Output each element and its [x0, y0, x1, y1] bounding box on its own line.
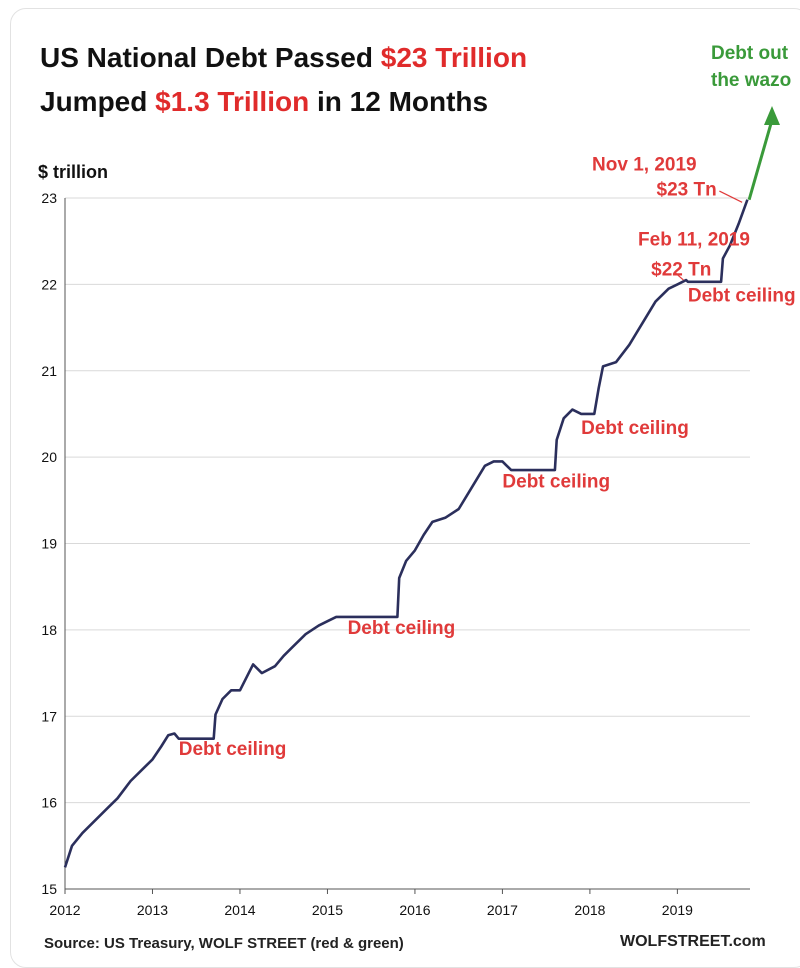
x-tick-label: 2016 — [399, 902, 430, 918]
milestone-annotation: Feb 11, 2019 — [638, 230, 750, 251]
x-tick-label: 2015 — [312, 902, 343, 918]
milestone-annotation: Nov 1, 2019 — [592, 154, 697, 175]
y-tick-label: 17 — [41, 708, 57, 724]
debt-series-line — [63, 199, 749, 868]
chart-title: US National Debt Passed $23 Trillion Jum… — [40, 36, 527, 124]
debt-ceiling-annotation: Debt ceiling — [581, 418, 689, 439]
title-line-1: US National Debt Passed $23 Trillion — [40, 36, 527, 80]
chart-card — [10, 8, 800, 968]
brand-label: WOLFSTREET.com — [620, 933, 766, 950]
y-tick-label: 20 — [41, 449, 57, 465]
y-tick-label: 15 — [41, 881, 57, 897]
title-highlight-23: $23 Trillion — [380, 42, 528, 73]
debt-ceiling-annotation: Debt ceiling — [179, 739, 287, 760]
x-tick-label: 2018 — [574, 902, 605, 918]
y-tick-label: 22 — [41, 276, 57, 292]
y-tick-label: 18 — [41, 622, 57, 638]
title-line-2-suffix: in 12 Months — [309, 86, 489, 117]
y-axis-unit-label: $ trillion — [38, 162, 109, 182]
y-tick-label: 16 — [41, 795, 57, 811]
leader-line — [675, 272, 684, 281]
green-annotation-line-1: Debt out — [711, 43, 789, 64]
x-tick-label: 2014 — [224, 902, 255, 918]
x-tick-label: 2017 — [487, 902, 518, 918]
milestone-annotation: $22 Tn — [651, 260, 711, 281]
debt-ceiling-annotation: Debt ceiling — [502, 471, 610, 492]
debt-ceiling-annotation: Debt ceiling — [688, 286, 796, 307]
y-tick-label: 21 — [41, 363, 57, 379]
x-tick-label: 2012 — [49, 902, 80, 918]
green-arrow-head — [764, 106, 780, 125]
x-tick-label: 2019 — [662, 902, 693, 918]
x-tick-label: 2013 — [137, 902, 168, 918]
title-line-1-prefix: US National Debt Passed — [40, 42, 381, 73]
green-annotation-line-2: the wazo — [711, 70, 791, 91]
debt-ceiling-annotation: Debt ceiling — [348, 618, 456, 639]
y-tick-label: 23 — [41, 190, 57, 206]
leader-line — [719, 190, 743, 203]
title-line-2: Jumped $1.3 Trillion in 12 Months — [40, 80, 527, 124]
title-highlight-1-3: $1.3 Trillion — [155, 86, 310, 117]
y-tick-label: 19 — [41, 536, 57, 552]
source-note: Source: US Treasury, WOLF STREET (red & … — [44, 935, 404, 952]
green-arrow-line — [747, 119, 774, 201]
title-line-2-prefix: Jumped — [40, 86, 156, 117]
milestone-annotation: $23 Tn — [657, 179, 717, 200]
